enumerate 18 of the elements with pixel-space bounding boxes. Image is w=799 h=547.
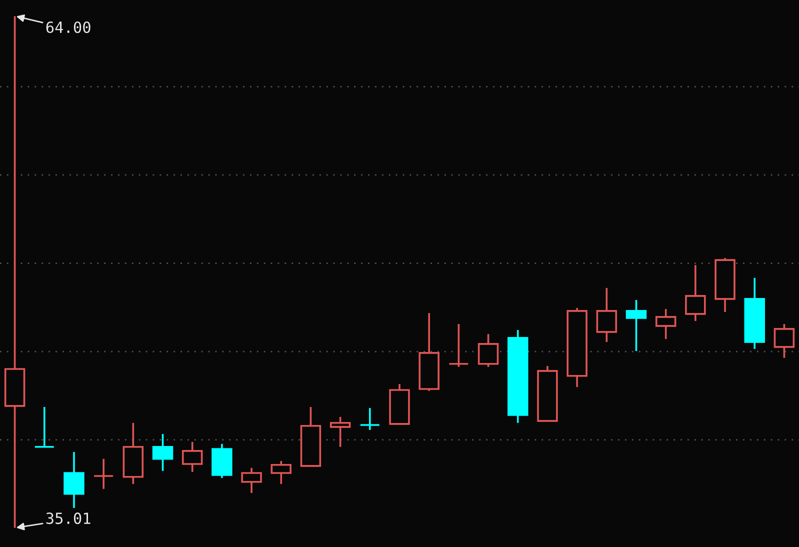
candlestick: [596, 287, 618, 343]
candlestick: [152, 433, 174, 472]
candlestick: [93, 458, 114, 490]
annotation: 64.00: [46, 21, 90, 34]
candlestick: [478, 333, 499, 368]
candlestick: [330, 416, 351, 448]
candlestick: [64, 451, 84, 509]
candlestick: [360, 407, 380, 431]
candlestick: [241, 466, 262, 494]
candlestick: [182, 441, 203, 473]
candlestick: [655, 308, 676, 340]
candlestick: [685, 264, 706, 322]
candlestick: [34, 406, 55, 448]
candlestick: [270, 460, 292, 485]
candlestick: [626, 299, 647, 352]
candlestick: [448, 323, 470, 368]
annotation: 35.01: [46, 512, 90, 524]
candlestick: [774, 323, 795, 359]
